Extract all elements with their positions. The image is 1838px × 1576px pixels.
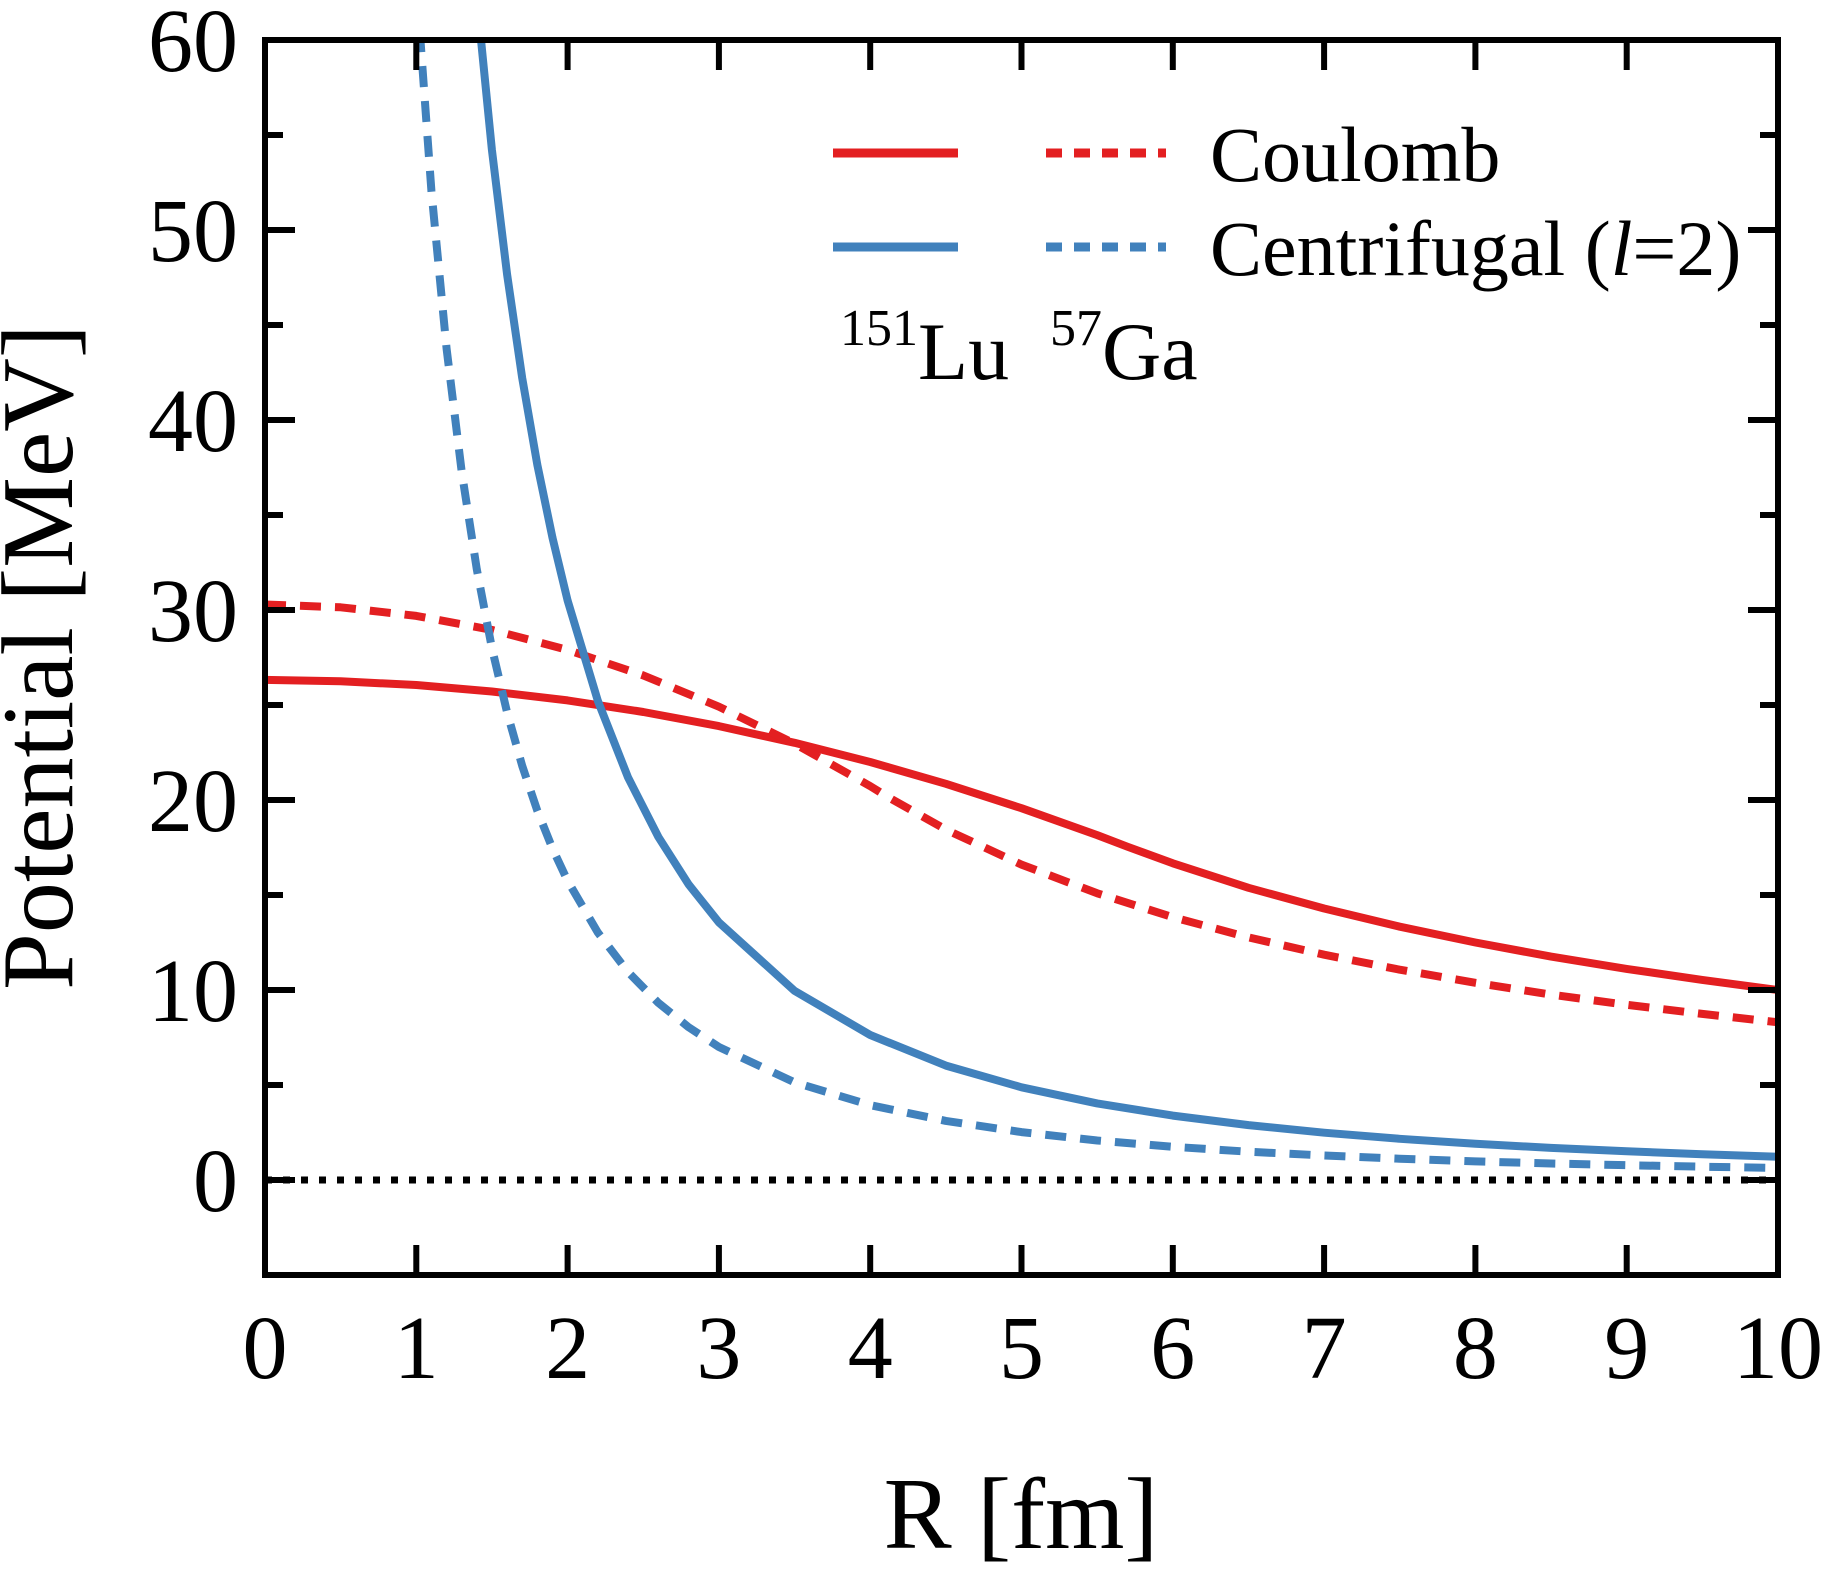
curve-coulomb-151lu [265,675,1778,994]
curve-centrifugal-l-2-57ga [416,40,1778,1172]
legend-label-coulomb: Coulomb [1210,111,1500,198]
curve-centrifugal-l-2-151lu [477,40,1778,1161]
y-tick-label: 40 [148,372,238,471]
x-tick-label: 5 [999,1299,1044,1398]
x-tick-label: 10 [1733,1299,1823,1398]
x-tick-label: 3 [696,1299,741,1398]
y-tick-label: 0 [193,1132,238,1231]
x-tick-label: 2 [545,1299,590,1398]
y-tick-label: 10 [148,942,238,1041]
isotope-label-57ga: 57Ga [1050,300,1198,397]
legend-label-centrifugal: Centrifugal (l=2) [1210,205,1741,292]
x-tick-label: 7 [1302,1299,1347,1398]
y-axis-title: Potential [MeV] [0,324,95,990]
legend: Coulomb Centrifugal (l=2) 151Lu 57Ga [833,111,1741,397]
x-tick-label: 6 [1150,1299,1195,1398]
x-tick-label: 4 [848,1299,893,1398]
y-tick-label: 20 [148,752,238,851]
plot-frame [262,37,1781,1278]
axis-tick-labels: 0 1 2 3 4 5 6 7 8 9 10 0 10 20 30 40 50 60 [148,0,1823,1398]
x-tick-label: 0 [243,1299,288,1398]
x-tick-label: 8 [1453,1299,1498,1398]
x-tick-label: 9 [1604,1299,1649,1398]
x-tick-label: 1 [394,1299,439,1398]
y-tick-label: 60 [148,0,238,91]
x-axis-title: R [fm] [884,1458,1159,1571]
curves-group [265,40,1778,1172]
isotope-label-151lu: 151Lu [840,300,1009,397]
y-tick-label: 30 [148,562,238,661]
y-tick-label: 50 [148,182,238,281]
